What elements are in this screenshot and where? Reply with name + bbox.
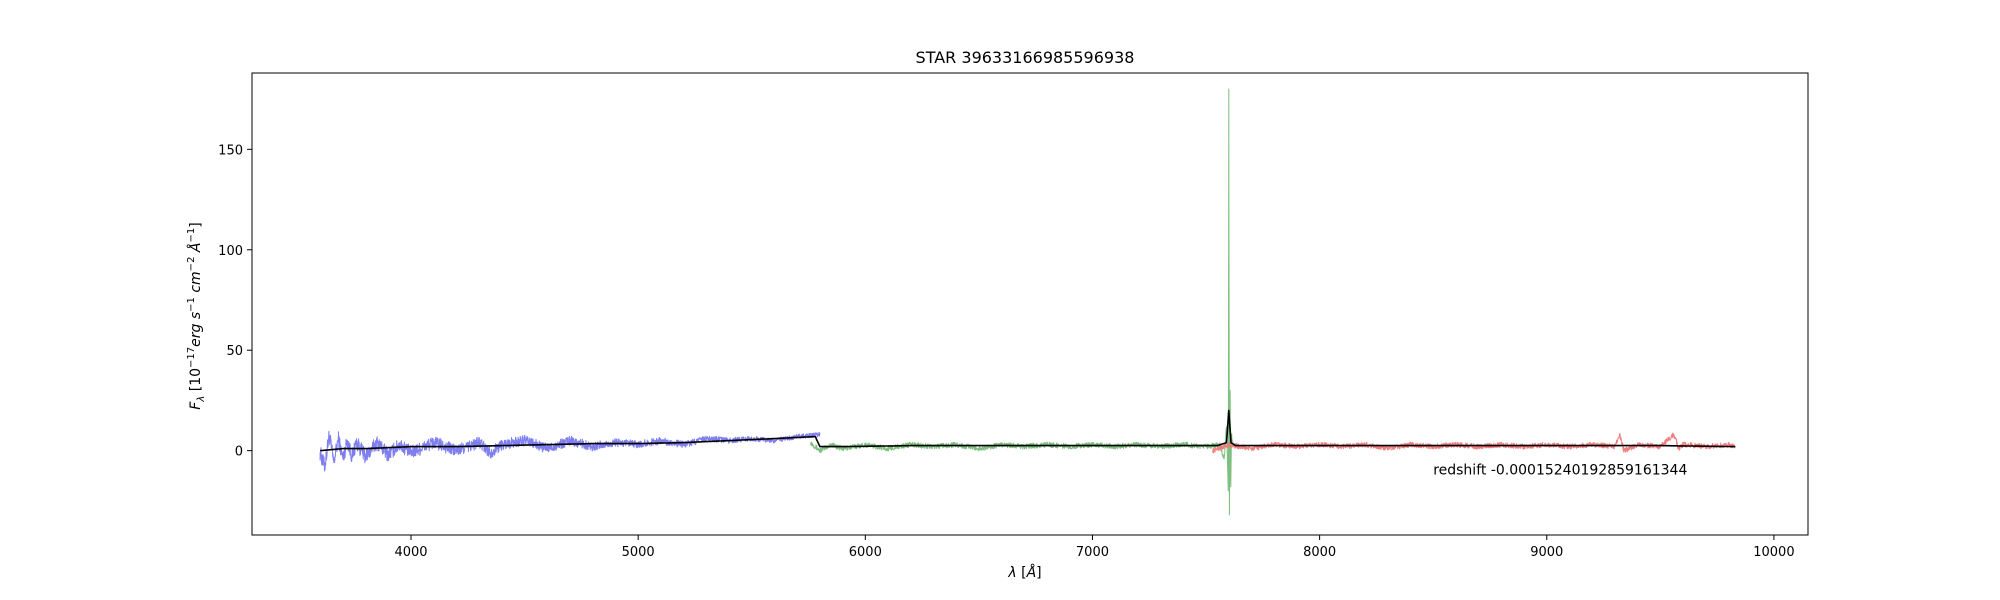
series-line-2 — [810, 88, 1234, 516]
x-tick-label-6000: 6000 — [849, 545, 882, 560]
series-layer — [319, 88, 1736, 516]
series-line-4 — [320, 409, 1736, 452]
x-axis: 4000 5000 6000 7000 8000 9000 10000 — [394, 535, 1795, 560]
plot-frame — [251, 72, 1809, 536]
x-axis-label: λ [Å] — [1007, 564, 1041, 581]
y-tick-label-150: 150 — [218, 143, 243, 158]
x-tick-label-5000: 5000 — [622, 545, 655, 560]
redshift-annotation: redshift -0.00015240192859161344 — [1433, 463, 1687, 479]
y-tick-label-50: 50 — [226, 344, 243, 359]
y-axis: 0 50 100 150 — [218, 143, 252, 460]
x-tick-label-4000: 4000 — [394, 545, 427, 560]
series-line-3 — [1212, 432, 1736, 454]
chart-title: STAR 39633166985596938 — [916, 48, 1135, 67]
x-tick-label-10000: 10000 — [1753, 545, 1794, 560]
x-tick-label-8000: 8000 — [1303, 545, 1336, 560]
y-tick-label-0: 0 — [235, 445, 243, 460]
y-axis-label: Fλ [10−17erg s−1 cm−2 Å−1] — [186, 222, 207, 409]
x-tick-label-9000: 9000 — [1530, 545, 1563, 560]
series-line-1 — [319, 430, 821, 472]
y-tick-label-100: 100 — [218, 244, 243, 259]
x-tick-label-7000: 7000 — [1076, 545, 1109, 560]
